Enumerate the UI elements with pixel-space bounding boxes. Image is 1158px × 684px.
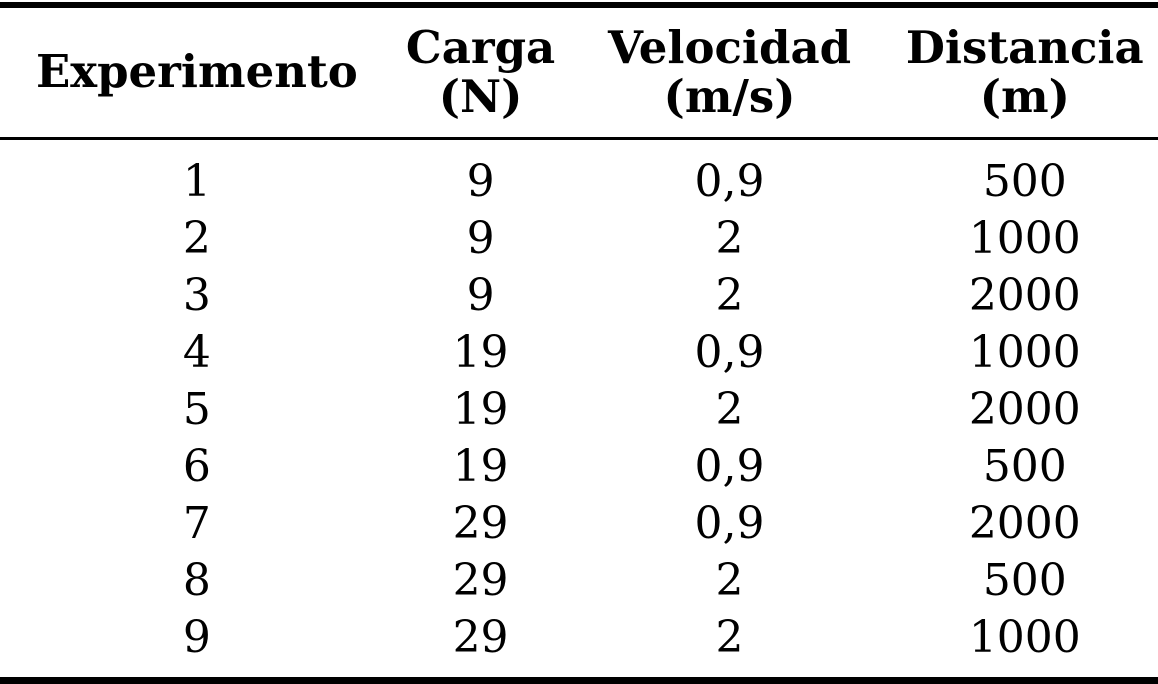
table-cell: 19 xyxy=(452,384,509,435)
table-cell: 9 xyxy=(466,156,495,207)
table-body: 1 9 0,9 500 2 9 2 1000 3 9 2 2000 4 19 0,9 1000 5 19 2 2000… xyxy=(0,140,1158,666)
table-cell: 0,9 xyxy=(694,441,765,492)
table-cell: 9 xyxy=(466,270,495,321)
table-cell: 29 xyxy=(452,555,509,606)
table-cell: 2 xyxy=(715,270,744,321)
column-header-distancia: Distancia (m) xyxy=(892,20,1158,123)
column-label: Velocidad xyxy=(607,20,852,74)
table-cell: 2000 xyxy=(968,498,1081,549)
table-cell: 2 xyxy=(715,612,744,663)
table-row: 2 9 2 1000 xyxy=(0,210,1158,267)
table-cell: 1000 xyxy=(968,612,1081,663)
table-bottom-rule xyxy=(0,677,1158,684)
table-cell: 2000 xyxy=(968,270,1081,321)
table-header-row: Experimento Carga (N) Velocidad (m/s) Di… xyxy=(0,8,1158,137)
table-cell: 29 xyxy=(452,612,509,663)
table-cell: 3 xyxy=(182,270,211,321)
column-header-experimento: Experimento xyxy=(0,48,394,97)
table-cell: 0,9 xyxy=(694,498,765,549)
table-cell: 2 xyxy=(715,384,744,435)
table-row: 5 19 2 2000 xyxy=(0,381,1158,438)
table-cell: 4 xyxy=(182,327,211,378)
table-cell: 500 xyxy=(982,555,1067,606)
table-cell: 7 xyxy=(182,498,211,549)
column-label: Distancia xyxy=(905,20,1144,74)
column-header-velocidad: Velocidad (m/s) xyxy=(567,20,891,123)
table-cell: 8 xyxy=(182,555,211,606)
table-cell: 1 xyxy=(182,156,211,207)
column-unit: (m/s) xyxy=(663,69,796,123)
table-cell: 2 xyxy=(182,213,211,264)
table-cell: 6 xyxy=(182,441,211,492)
table-cell: 9 xyxy=(182,612,211,663)
table-cell: 0,9 xyxy=(694,327,765,378)
table-row: 7 29 0,9 2000 xyxy=(0,495,1158,552)
column-label: Experimento xyxy=(35,45,358,99)
table-top-rule xyxy=(0,2,1158,8)
table-row: 8 29 2 500 xyxy=(0,552,1158,609)
table-cell: 5 xyxy=(182,384,211,435)
table-row: 9 29 2 1000 xyxy=(0,609,1158,666)
table-cell: 19 xyxy=(452,327,509,378)
column-unit: (m) xyxy=(979,69,1070,123)
table-cell: 1000 xyxy=(968,213,1081,264)
header-divider-rule xyxy=(0,137,1158,140)
table-cell: 1000 xyxy=(968,327,1081,378)
table-cell: 500 xyxy=(982,156,1067,207)
table-row: 3 9 2 2000 xyxy=(0,267,1158,324)
table-cell: 2 xyxy=(715,213,744,264)
table-row: 1 9 0,9 500 xyxy=(0,153,1158,210)
table-cell: 2 xyxy=(715,555,744,606)
table-row: 4 19 0,9 1000 xyxy=(0,324,1158,381)
column-header-carga: Carga (N) xyxy=(394,20,568,123)
column-unit: (N) xyxy=(438,69,523,123)
table-cell: 29 xyxy=(452,498,509,549)
table-cell: 0,9 xyxy=(694,156,765,207)
column-label: Carga xyxy=(405,20,556,74)
table-cell: 2000 xyxy=(968,384,1081,435)
table-cell: 19 xyxy=(452,441,509,492)
table-cell: 500 xyxy=(982,441,1067,492)
table-row: 6 19 0,9 500 xyxy=(0,438,1158,495)
table-cell: 9 xyxy=(466,213,495,264)
